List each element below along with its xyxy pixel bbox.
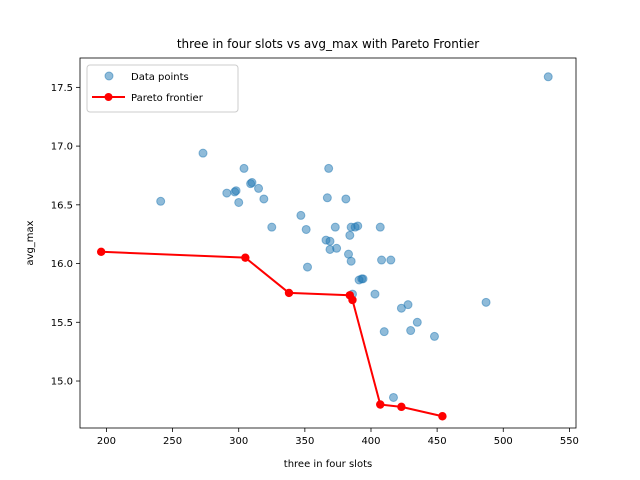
- data-point: [296, 210, 306, 220]
- pareto-point: [376, 400, 385, 409]
- x-tick-label: 400: [361, 436, 380, 447]
- y-axis-label: avg_max: [25, 220, 36, 265]
- data-point: [302, 262, 312, 272]
- x-tick-label: 250: [163, 436, 182, 447]
- y-tick-label: 16.5: [51, 200, 73, 211]
- pareto-point: [284, 288, 294, 298]
- data-point: [370, 289, 380, 299]
- data-point: [388, 392, 398, 402]
- data-point: [267, 222, 277, 232]
- data-point: [375, 222, 385, 232]
- data-point: [379, 327, 389, 337]
- y-axis-ticks: 15.0 15.5 16.0 16.5 17.0 17.5: [51, 83, 80, 388]
- data-point: [332, 243, 342, 253]
- legend-marker-pareto: [104, 93, 113, 101]
- pareto-point: [397, 402, 406, 412]
- data-point: [353, 221, 363, 231]
- data-point: [259, 194, 269, 204]
- pareto-point: [241, 253, 250, 262]
- data-point: [324, 163, 334, 173]
- data-point: [222, 188, 232, 198]
- legend: Data points Pareto frontier: [86, 64, 239, 113]
- data-point: [234, 197, 244, 207]
- y-tick-label: 17.0: [51, 142, 73, 153]
- chart-title: three in four slots vs avg_max with Pare…: [177, 37, 479, 51]
- pareto-point: [438, 412, 447, 421]
- data-point: [330, 222, 340, 232]
- pareto-point: [96, 247, 106, 257]
- x-tick-label: 300: [229, 436, 248, 447]
- data-point: [543, 72, 553, 82]
- x-tick-label: 200: [97, 436, 116, 447]
- x-tick-label: 450: [428, 436, 447, 447]
- data-point: [412, 317, 422, 327]
- x-tick-label: 500: [494, 436, 513, 447]
- data-point: [386, 255, 396, 265]
- data-point: [322, 193, 332, 203]
- plot-area: [79, 57, 577, 429]
- data-point: [345, 230, 355, 240]
- y-tick-label: 17.5: [51, 83, 73, 94]
- data-point: [429, 331, 439, 341]
- data-point: [325, 236, 335, 246]
- data-point: [406, 326, 416, 336]
- pareto-frontier: [96, 247, 447, 421]
- data-point: [341, 194, 351, 204]
- pareto-point: [348, 295, 357, 305]
- data-point: [403, 300, 413, 310]
- x-axis-ticks: 200 250 300 350 400 450 500 550: [97, 428, 579, 447]
- legend-label-pareto: Pareto frontier: [131, 93, 204, 104]
- x-axis-label: three in four slots: [284, 459, 372, 470]
- data-point: [198, 148, 208, 158]
- data-point: [231, 186, 241, 196]
- y-tick-label: 15.0: [51, 377, 73, 388]
- data-point: [247, 178, 257, 188]
- data-point: [156, 196, 166, 206]
- data-point: [301, 224, 311, 234]
- legend-box: [86, 64, 239, 113]
- x-tick-label: 350: [295, 436, 314, 447]
- y-tick-label: 16.0: [51, 259, 73, 270]
- data-point: [346, 256, 356, 266]
- data-point: [481, 297, 491, 307]
- data-point: [377, 255, 387, 265]
- y-tick-label: 15.5: [51, 318, 73, 329]
- data-point: [358, 274, 368, 284]
- data-point: [239, 163, 249, 173]
- legend-label-data-points: Data points: [131, 72, 189, 83]
- scatter-points: [156, 72, 553, 402]
- data-point: [254, 183, 264, 193]
- legend-marker-data-points: [104, 71, 114, 81]
- x-tick-label: 550: [560, 436, 579, 447]
